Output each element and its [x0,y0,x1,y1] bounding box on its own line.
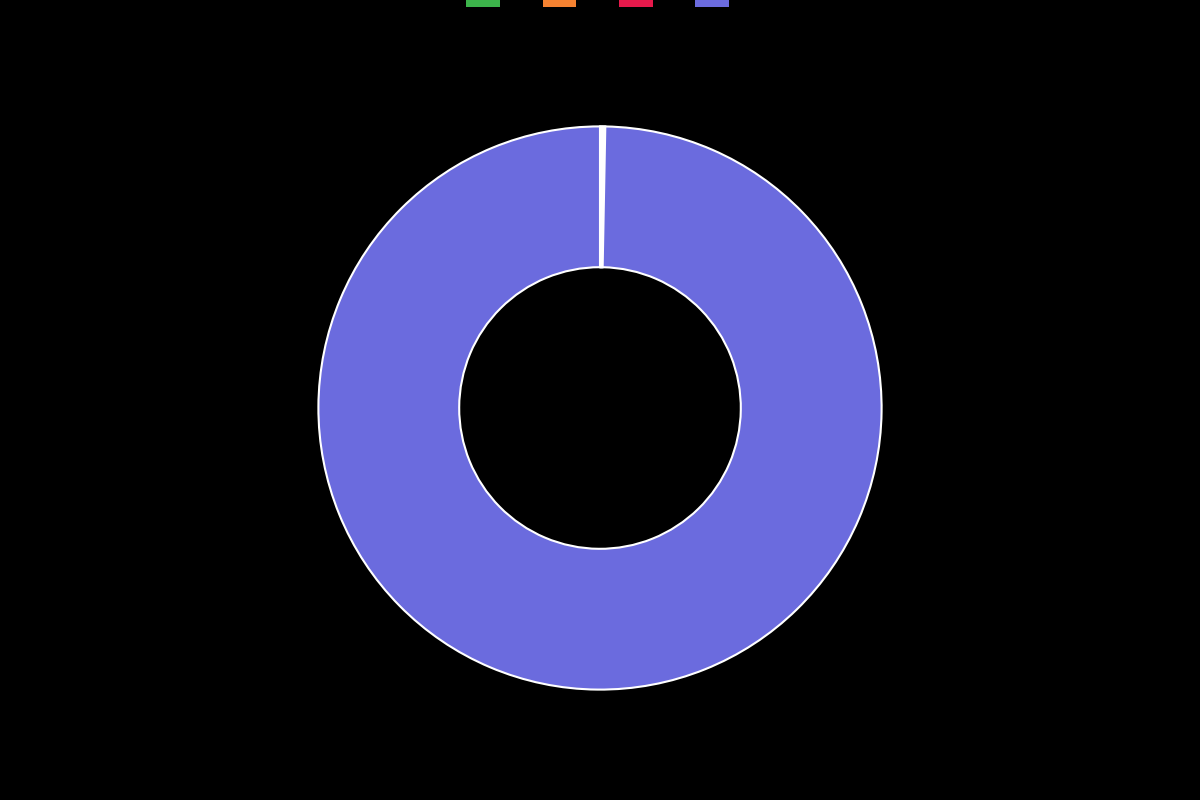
Wedge shape [601,126,604,267]
Wedge shape [600,126,601,267]
Wedge shape [318,126,882,690]
Legend: , , , : , , , [467,0,733,8]
Wedge shape [601,126,605,267]
